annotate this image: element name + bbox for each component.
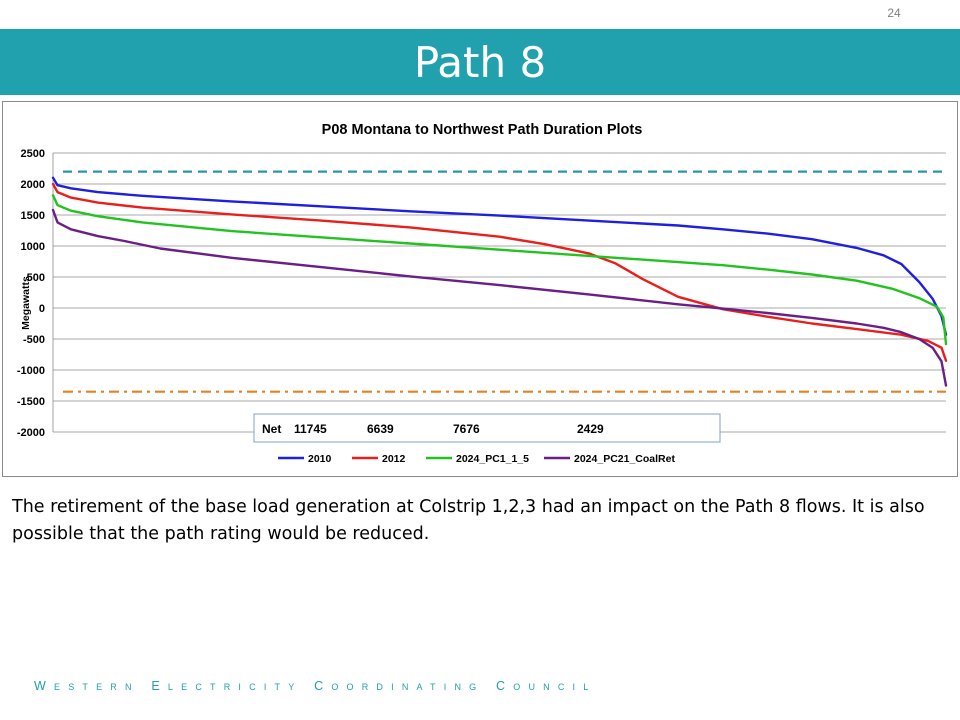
legend-label: 2024_PC21_CoalRet xyxy=(574,453,675,465)
legend-label: 2010 xyxy=(308,453,332,465)
series-line xyxy=(51,193,948,346)
series-line xyxy=(51,176,948,336)
y-tick-label: -2000 xyxy=(17,427,45,439)
title-bar: Path 8 xyxy=(0,29,960,95)
net-value-2010: 11745 xyxy=(294,422,327,436)
net-value-pc1: 7676 xyxy=(453,422,480,436)
y-tick-label: 500 xyxy=(27,272,45,284)
y-axis-label: Megawatts xyxy=(20,276,32,330)
series-line xyxy=(51,208,948,387)
y-tick-label: -500 xyxy=(23,334,45,346)
net-value-pc21: 2429 xyxy=(577,422,604,436)
legend-label: 2024_PC1_1_5 xyxy=(456,453,529,465)
chart-frame: P08 Montana to Northwest Path Duration P… xyxy=(2,101,958,477)
slide-number: 24 xyxy=(887,6,901,20)
y-tick-label: 2500 xyxy=(21,148,45,160)
grid-lines xyxy=(52,152,946,433)
reference-lines xyxy=(63,170,946,393)
y-tick-label: 1500 xyxy=(21,210,45,222)
y-tick-label: -1000 xyxy=(17,365,45,377)
y-tick-label: -1500 xyxy=(17,396,45,408)
slide-title: Path 8 xyxy=(413,37,547,87)
y-tick-label: 2000 xyxy=(21,179,45,191)
body-paragraph: The retirement of the base load generati… xyxy=(12,497,925,544)
legend-label: 2012 xyxy=(382,453,406,465)
chart-legend: 2010 2012 2024_PC1_1_5 2024_PC21_CoalRet xyxy=(278,453,675,465)
footer-text: Western Electricity Coordinating Council xyxy=(34,679,597,693)
net-label: Net xyxy=(262,422,281,436)
net-annotation-box: Net 11745 6639 7676 2429 xyxy=(253,413,721,443)
y-tick-labels: 2500 2000 1500 1000 500 0 -500 -1000 -1500 -2000 xyxy=(17,148,45,439)
duration-plot-chart: P08 Montana to Northwest Path Duration P… xyxy=(17,122,948,465)
series-lines xyxy=(51,176,948,387)
chart-title: P08 Montana to Northwest Path Duration P… xyxy=(322,122,643,138)
y-tick-label: 1000 xyxy=(21,241,45,253)
series-line xyxy=(51,182,948,362)
y-tick-label: 0 xyxy=(39,303,45,315)
net-value-2012: 6639 xyxy=(367,422,394,436)
